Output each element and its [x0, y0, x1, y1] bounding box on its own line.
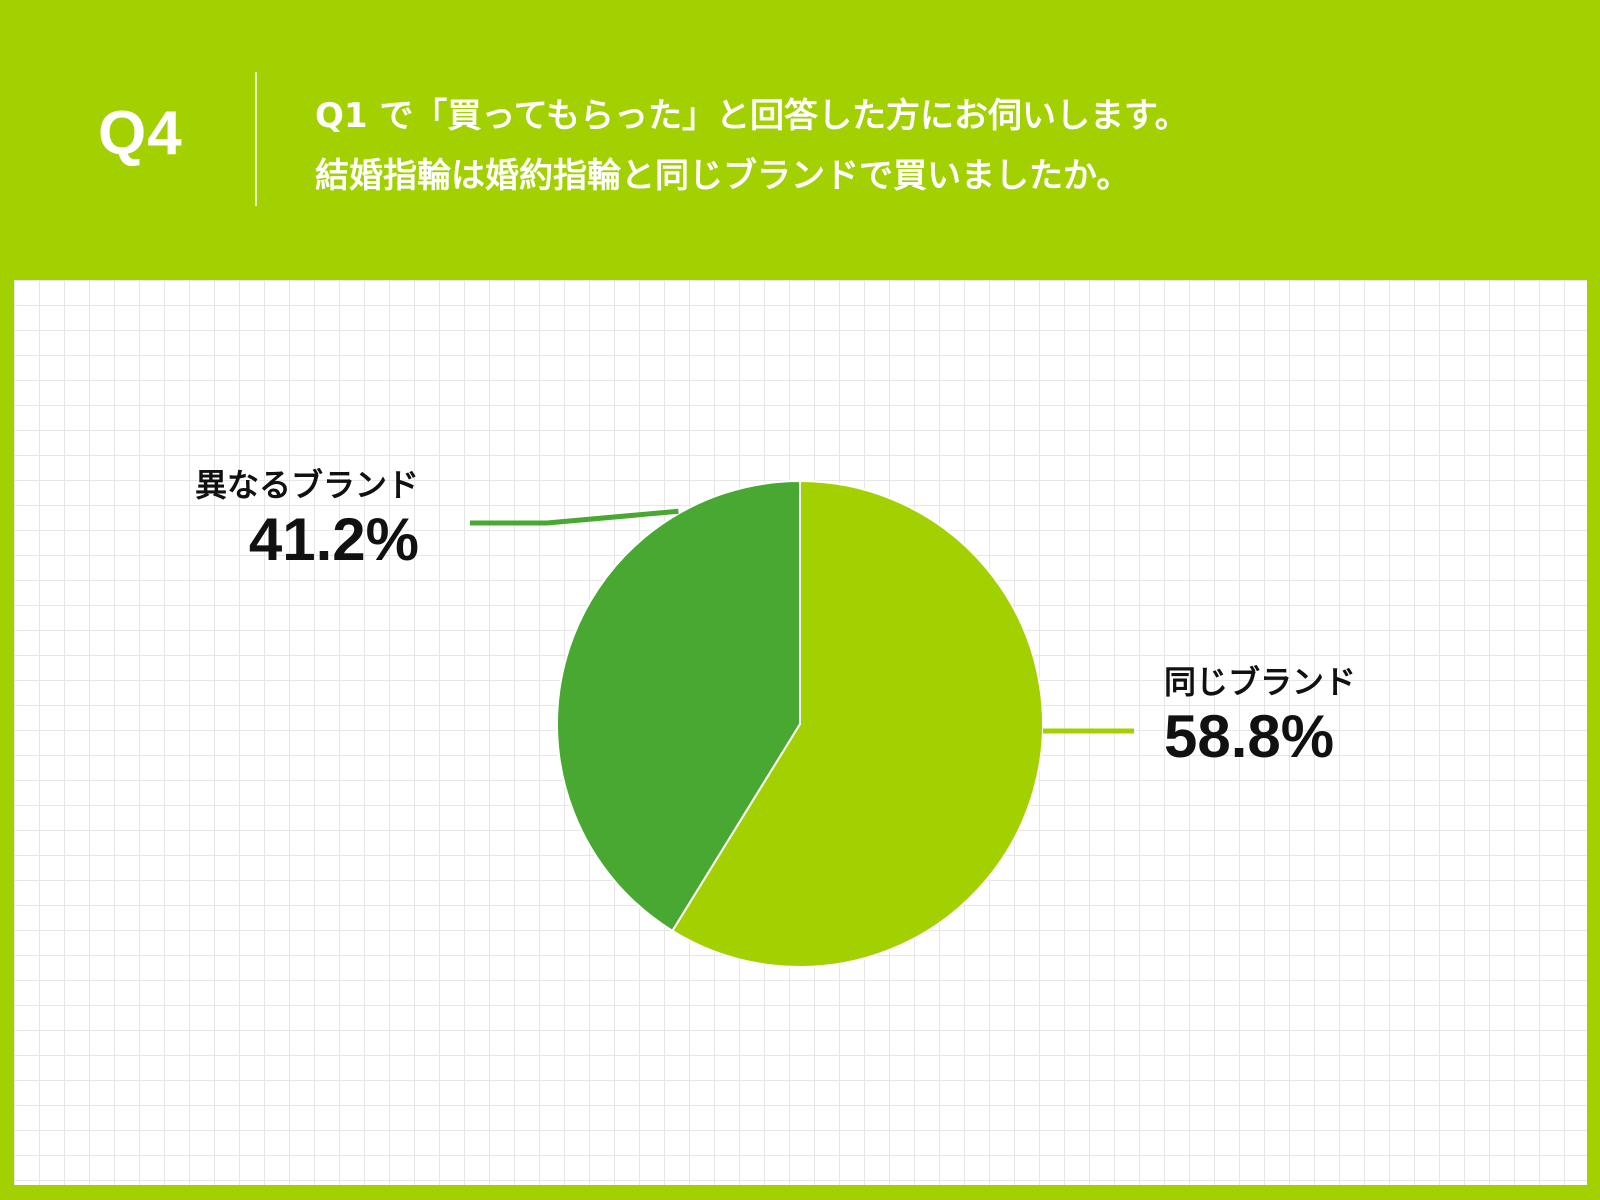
label-different-brand-value: 41.2% [248, 506, 419, 573]
header-divider [255, 72, 257, 206]
label-different-brand: 異なるブランド 41.2% [195, 465, 419, 575]
header: Q4 Q1 で「買ってもらった」と回答した方にお伺いします。 結婚指輪は婚約指輪… [0, 0, 1600, 278]
chart-panel: 異なるブランド 41.2% 同じブランド 58.8% [14, 280, 1587, 1185]
label-same-brand-name: 同じブランド [1164, 663, 1357, 701]
question-number: Q4 [98, 99, 183, 168]
pie-chart [470, 479, 1134, 968]
question-line-2: 結婚指輪は婚約指輪と同じブランドで買いましたか。 [315, 156, 1131, 196]
leader-line-different-brand [470, 508, 679, 526]
pie-slice-0 [671, 479, 1044, 968]
label-different-brand-name: 異なるブランド [194, 466, 419, 504]
label-same-brand-value: 58.8% [1164, 703, 1335, 770]
label-same-brand: 同じブランド 58.8% [1164, 662, 1356, 772]
question-text: Q1 で「買ってもらった」と回答した方にお伺いします。 結婚指輪は婚約指輪と同じ… [315, 86, 1555, 206]
pie-slice-1 [556, 479, 801, 933]
question-line-1: Q1 で「買ってもらった」と回答した方にお伺いします。 [315, 96, 1189, 136]
